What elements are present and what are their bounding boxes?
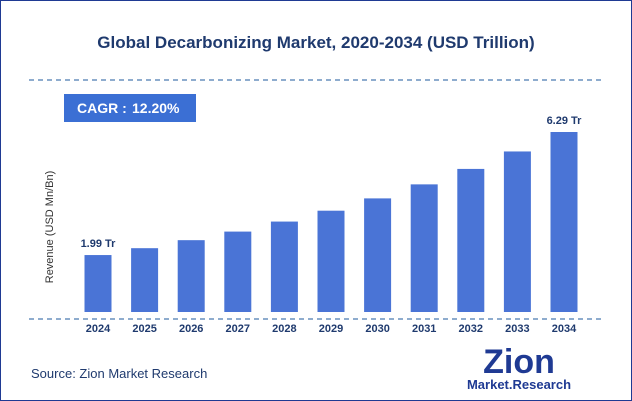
bar-2029 [317,210,345,312]
x-tick-2031: 2031 [412,323,436,335]
bar-2025 [131,248,159,312]
chart-title: Global Decarbonizing Market, 2020-2034 (… [97,33,534,52]
zion-logo: Zion Market.Research [467,343,571,392]
x-tick-2025: 2025 [132,323,156,335]
data-label-2024: 1.99 Tr [81,238,117,250]
bar-2026 [177,240,205,312]
x-tick-labels: 2024 2025 2026 2027 2028 2029 2030 2031 2032 2033… [86,323,577,335]
bar-2031 [410,184,438,312]
logo-word: Zion [483,343,555,381]
data-labels: 1.99 Tr 6.29 Tr [81,115,583,250]
bar-2028 [270,221,298,312]
x-tick-2032: 2032 [459,323,483,335]
x-tick-2029: 2029 [319,323,343,335]
cagr-value: 12.20% [132,100,180,116]
bars-group [84,132,578,312]
cagr-label: CAGR : [77,100,127,116]
x-tick-2028: 2028 [272,323,296,335]
bar-2024 [84,255,112,312]
cagr-badge: CAGR : 12.20% [64,94,196,122]
bar-2032 [457,168,485,312]
x-tick-2027: 2027 [226,323,250,335]
logo-subtitle: Market.Research [467,377,571,392]
bar-2033 [503,151,531,312]
bar-2034 [550,132,578,312]
cagr-box [64,94,196,122]
bar-2030 [364,198,392,312]
x-tick-2030: 2030 [365,323,389,335]
x-tick-2034: 2034 [552,323,577,335]
data-label-2034: 6.29 Tr [547,115,583,127]
bar-2027 [224,231,252,312]
y-axis-label: Revenue (USD Mn/Bn) [44,171,56,284]
x-tick-2033: 2033 [505,323,529,335]
source-text: Source: Zion Market Research [31,366,207,381]
x-tick-2024: 2024 [86,323,111,335]
x-tick-2026: 2026 [179,323,203,335]
